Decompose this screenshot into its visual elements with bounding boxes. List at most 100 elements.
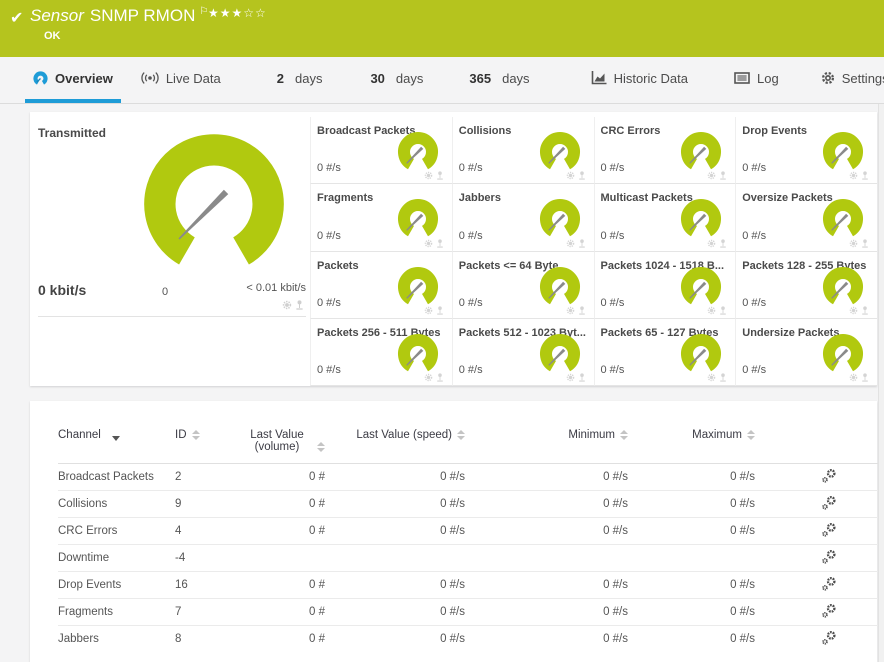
edit-channel-gears-icon[interactable] [821, 468, 837, 484]
tab-historic-data[interactable]: Historic Data [583, 57, 696, 103]
sensor-status-badge: OK [44, 30, 61, 42]
tab-overview-label: Overview [55, 70, 113, 86]
pin-icon[interactable] [861, 373, 869, 382]
table-row[interactable]: Jabbers 8 0 # 0 #/s 0 #/s 0 #/s [58, 625, 882, 653]
column-header-maximum[interactable]: Maximum [628, 415, 755, 464]
priority-stars[interactable]: ★★★☆☆ [208, 6, 267, 20]
channel-gear-icon[interactable] [707, 171, 716, 180]
channel-gear-icon[interactable] [424, 239, 433, 248]
mini-gauge-value: 0 #/s [317, 364, 341, 376]
tab-live-data[interactable]: Live Data [133, 57, 229, 103]
cell-channel[interactable]: Broadcast Packets [58, 463, 175, 491]
mini-gauge-cell: Packets 65 - 127 Bytes 0 #/s [593, 318, 736, 386]
channel-gear-icon[interactable] [849, 373, 858, 382]
cell-channel[interactable]: Fragments [58, 598, 175, 626]
pin-icon[interactable] [719, 171, 727, 180]
channel-gear-icon[interactable] [566, 306, 575, 315]
main-gauge-title: Transmitted [38, 126, 107, 140]
mini-gauge-title: CRC Errors [600, 125, 661, 137]
pin-icon[interactable] [861, 306, 869, 315]
pin-icon[interactable] [578, 238, 586, 248]
tab-30-days-number: 30 [370, 70, 385, 86]
column-header-last-value-speed[interactable]: Last Value (speed) [325, 415, 465, 464]
cell-maximum: 0 #/s [628, 598, 755, 626]
table-row[interactable]: CRC Errors 4 0 # 0 #/s 0 #/s 0 #/s [58, 517, 882, 545]
mini-gauge-cell: Collisions 0 #/s [451, 117, 594, 185]
mini-gauge-value: 0 #/s [742, 364, 767, 376]
mini-gauge-title: Collisions [458, 125, 512, 137]
table-row[interactable]: Drop Events 16 0 # 0 #/s 0 #/s 0 #/s [58, 571, 882, 599]
channel-gear-icon[interactable] [282, 300, 292, 310]
cell-channel[interactable]: Downtime [58, 544, 175, 572]
channel-table-body: Broadcast Packets 2 0 # 0 #/s 0 #/s 0 #/… [58, 463, 882, 653]
edit-channel-gears-icon[interactable] [821, 630, 837, 646]
pin-icon[interactable] [719, 238, 727, 248]
edit-channel-gears-icon[interactable] [821, 576, 837, 592]
pin-icon[interactable] [578, 373, 586, 382]
tab-log[interactable]: Log [726, 57, 787, 103]
channel-gear-icon[interactable] [566, 239, 575, 248]
pin-icon[interactable] [719, 306, 727, 315]
channel-gear-icon[interactable] [849, 306, 858, 315]
pin-icon[interactable] [436, 306, 444, 315]
pin-icon[interactable] [578, 306, 586, 315]
edit-channel-gears-icon[interactable] [821, 522, 837, 538]
column-header-minimum[interactable]: Minimum [465, 415, 628, 464]
mini-gauge-title: Packets [317, 259, 359, 272]
channel-gear-icon[interactable] [424, 373, 433, 382]
pin-icon[interactable] [719, 373, 727, 382]
channel-gear-icon[interactable] [707, 306, 716, 315]
cell-maximum: 0 #/s [628, 490, 755, 518]
mini-gauge-actions [849, 306, 869, 315]
edit-channel-gears-icon[interactable] [821, 549, 837, 565]
gauges-panel: Transmitted 0 < 0.01 kbit/s 0 kbit/s Bro… [30, 112, 877, 386]
channel-gear-icon[interactable] [849, 239, 858, 248]
flag-icon[interactable]: ⚐ [199, 6, 209, 18]
table-row[interactable]: Downtime -4 [58, 544, 882, 572]
table-row[interactable]: Fragments 7 0 # 0 #/s 0 #/s 0 #/s [58, 598, 882, 626]
column-header-last-value-volume[interactable]: Last Value (volume) [230, 415, 325, 464]
tab-overview[interactable]: Overview [25, 57, 121, 103]
mini-gauge [681, 199, 722, 237]
pin-icon[interactable] [436, 171, 444, 180]
tab-2-days[interactable]: 2 days [269, 57, 331, 103]
channel-gear-icon[interactable] [849, 171, 858, 180]
tab-historic-data-label: Historic Data [613, 70, 688, 86]
cell-minimum: 0 #/s [465, 490, 628, 518]
mini-gauge-title: Fragments [317, 192, 374, 205]
sensor-name: SNMP RMON [89, 6, 196, 25]
column-header-channel[interactable]: Channel [58, 415, 175, 464]
pin-icon[interactable] [861, 171, 869, 180]
tab-365-days[interactable]: 365 days [461, 57, 537, 103]
pin-icon[interactable] [436, 373, 444, 382]
channel-gear-icon[interactable] [707, 239, 716, 248]
table-row[interactable]: Collisions 9 0 # 0 #/s 0 #/s 0 #/s [58, 490, 882, 518]
pin-icon[interactable] [295, 300, 304, 310]
pin-icon[interactable] [861, 238, 869, 248]
cell-channel[interactable]: CRC Errors [58, 517, 175, 545]
channel-gear-icon[interactable] [566, 373, 575, 382]
main-gauge-cell: Transmitted 0 < 0.01 kbit/s 0 kbit/s [30, 112, 310, 386]
cell-channel[interactable]: Drop Events [58, 571, 175, 599]
cell-channel[interactable]: Jabbers [58, 625, 175, 653]
column-header-id[interactable]: ID [175, 415, 230, 464]
mini-gauge-cell: Fragments 0 #/s [310, 184, 452, 252]
mini-gauge-title: Oversize Packets [742, 192, 833, 205]
channel-gear-icon[interactable] [707, 373, 716, 382]
mini-gauge-value: 0 #/s [600, 296, 625, 309]
tab-30-days[interactable]: 30 days [362, 57, 431, 103]
channel-gear-icon[interactable] [424, 306, 433, 315]
channel-gear-icon[interactable] [566, 171, 575, 180]
tab-settings[interactable]: Settings [813, 57, 884, 103]
cell-channel[interactable]: Collisions [58, 490, 175, 518]
pin-icon[interactable] [578, 171, 586, 180]
table-row[interactable]: Broadcast Packets 2 0 # 0 #/s 0 #/s 0 #/… [58, 463, 882, 491]
cell-maximum: 0 #/s [628, 463, 755, 491]
edit-channel-gears-icon[interactable] [821, 603, 837, 619]
edit-channel-gears-icon[interactable] [821, 495, 837, 511]
mini-gauge-cell: Multicast Packets 0 #/s [593, 184, 736, 252]
scrollbar[interactable] [878, 104, 884, 662]
pin-icon[interactable] [436, 238, 444, 248]
channel-gear-icon[interactable] [424, 171, 433, 180]
cell-maximum: 0 #/s [628, 625, 755, 653]
